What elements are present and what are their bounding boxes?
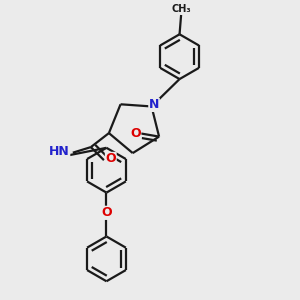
- Text: O: O: [106, 152, 116, 165]
- Text: O: O: [101, 206, 112, 219]
- Text: CH₃: CH₃: [172, 4, 191, 14]
- Text: O: O: [130, 127, 141, 140]
- Text: N: N: [149, 98, 159, 111]
- Text: HN: HN: [49, 145, 70, 158]
